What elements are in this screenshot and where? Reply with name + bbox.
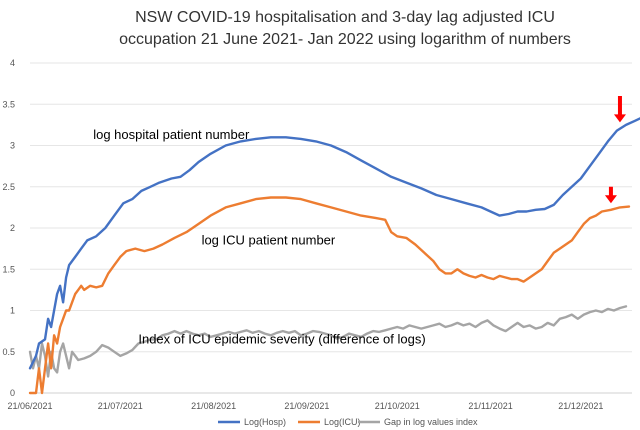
annotations: log hospital patient number log ICU patie… bbox=[93, 127, 425, 347]
y-tick-label: 3 bbox=[10, 141, 15, 151]
series bbox=[28, 117, 640, 395]
series-line-log-icu bbox=[28, 196, 631, 395]
legend-label: Log(Hosp) bbox=[244, 417, 286, 427]
y-tick-label: 1.5 bbox=[2, 264, 15, 274]
red-arrow-head bbox=[613, 114, 626, 123]
legend-label: Log(ICU) bbox=[324, 417, 361, 427]
x-tick-label: 21/10/2021 bbox=[375, 401, 420, 411]
y-tick-label: 4 bbox=[10, 58, 15, 68]
y-tick-label: 0.5 bbox=[2, 347, 15, 357]
arrows bbox=[604, 96, 626, 204]
red-arrow-head bbox=[604, 195, 617, 204]
chart-title-line-2: occupation 21 June 2021- Jan 2022 using … bbox=[119, 31, 571, 48]
x-tick-label: 21/06/2021 bbox=[7, 401, 52, 411]
y-tick-label: 1 bbox=[10, 306, 15, 316]
x-tick-label: 21/11/2021 bbox=[468, 401, 512, 411]
x-tick-label: 21/08/2021 bbox=[191, 401, 236, 411]
series-line-log-hosp bbox=[28, 117, 640, 370]
y-tick-label: 2 bbox=[10, 223, 15, 233]
chart-title-line-1: NSW COVID-19 hospitalisation and 3-day l… bbox=[135, 9, 555, 26]
y-tick-label: 3.5 bbox=[2, 99, 15, 109]
x-tick-label: 21/07/2021 bbox=[98, 401, 143, 411]
y-tick-label: 0 bbox=[10, 388, 15, 398]
x-axis: 21/06/2021 21/07/2021 21/08/2021 21/09/2021… bbox=[7, 392, 632, 411]
series-line-gap-in-log-values-index bbox=[28, 305, 628, 378]
legend-label: Gap in log values index bbox=[384, 417, 478, 427]
legend: Log(Hosp) Log(ICU) Gap in log values index bbox=[218, 417, 478, 427]
y-axis: 0 0.5 1 1.5 2 2.5 3 3.5 4 bbox=[2, 58, 15, 398]
annotation-label: log ICU patient number bbox=[202, 233, 336, 248]
annotation-label: Index of ICU epidemic severity (differen… bbox=[138, 332, 425, 347]
y-tick-label: 2.5 bbox=[2, 182, 15, 192]
x-tick-label: 21/09/2021 bbox=[284, 401, 329, 411]
annotation-label: log hospital patient number bbox=[93, 127, 250, 142]
x-tick-label: 21/12/2021 bbox=[558, 401, 603, 411]
